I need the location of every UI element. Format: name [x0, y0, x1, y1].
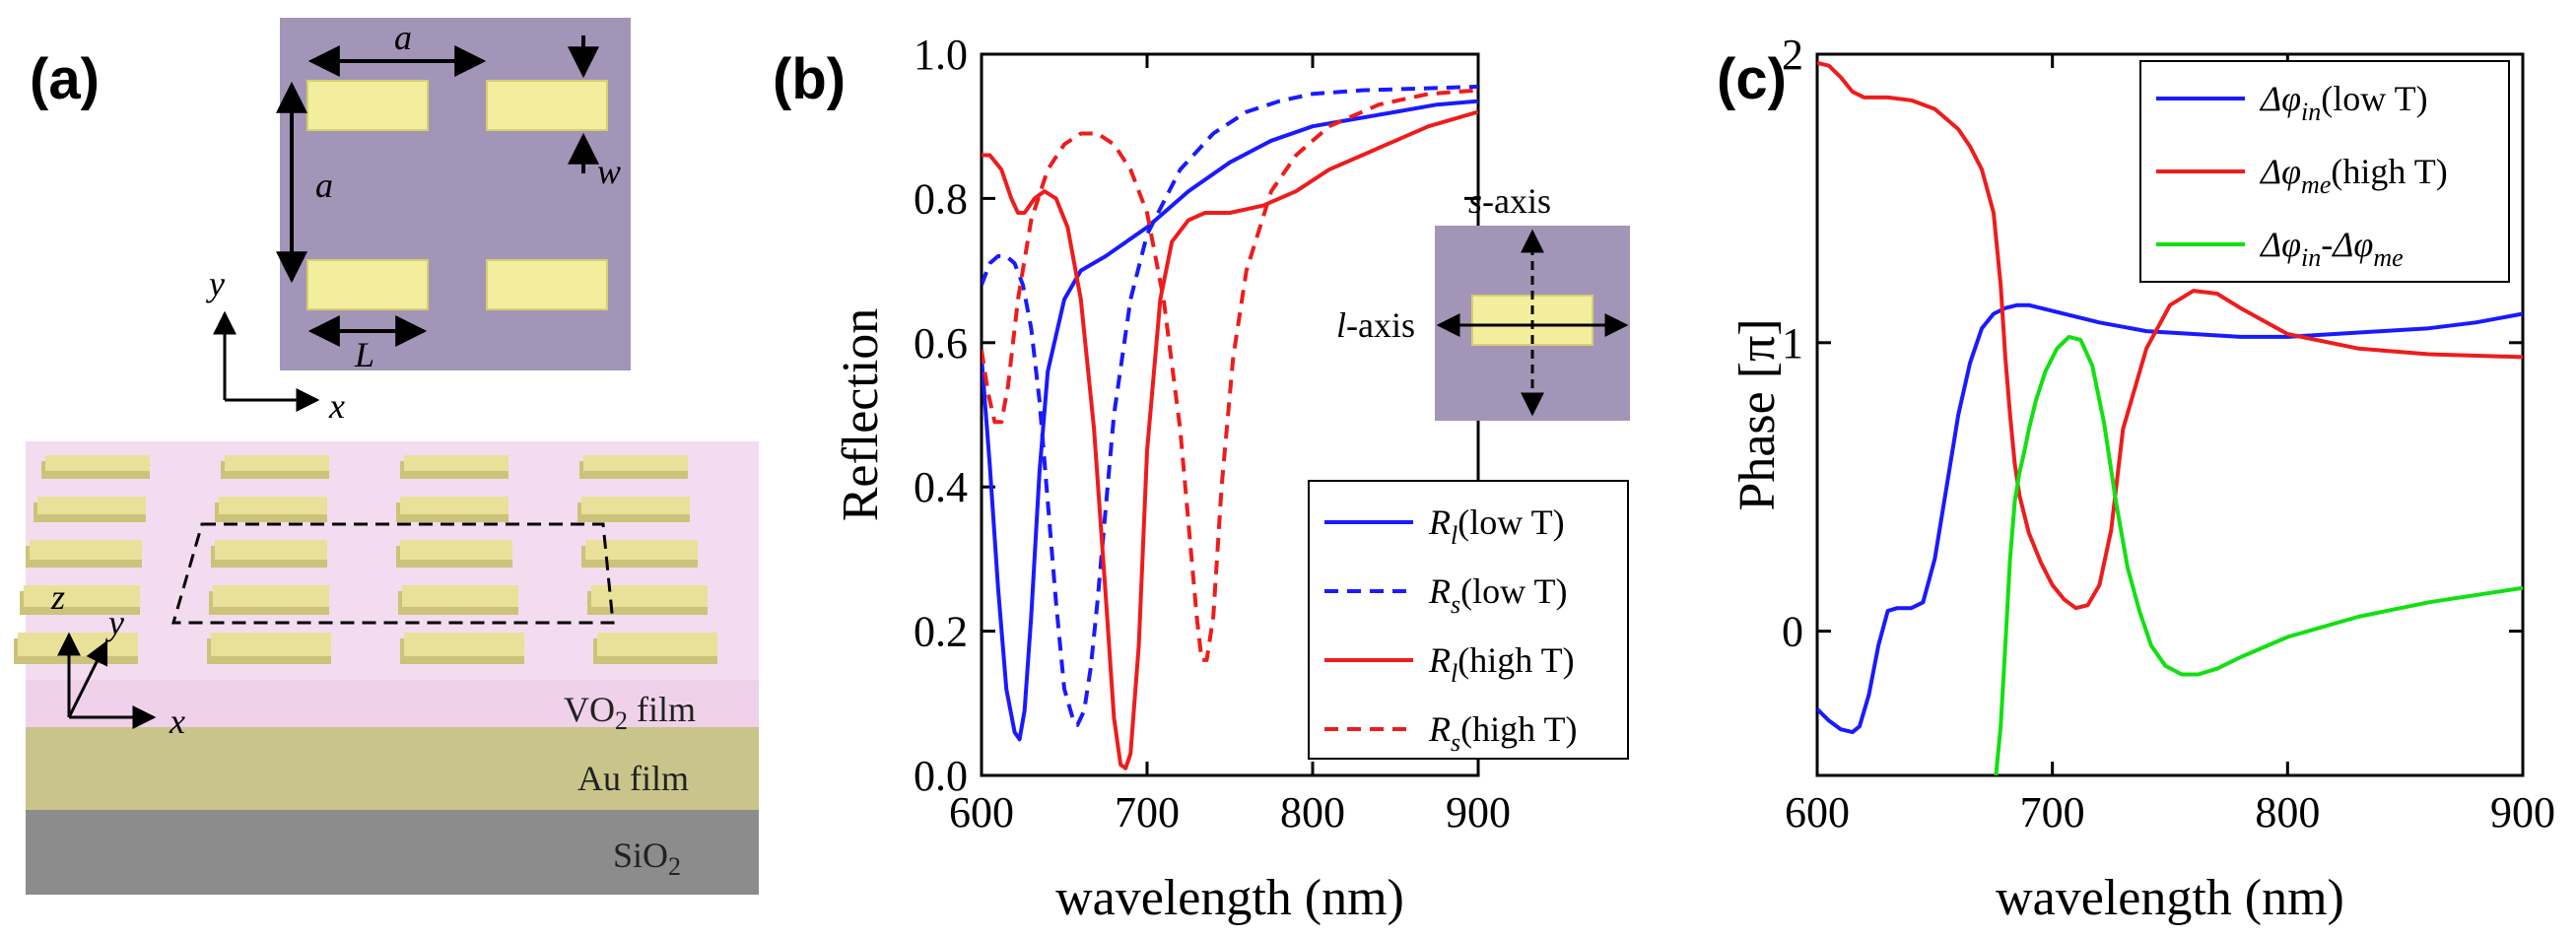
series-line — [1994, 334, 2523, 775]
x-tick-label: 700 — [2020, 788, 2085, 837]
series-line — [982, 88, 1478, 662]
gold-bar — [306, 80, 429, 131]
3d-gold-bar-top — [24, 585, 140, 607]
legend-c: Δφin(low T) Δφme(high T) Δφin-Δφme — [2139, 60, 2510, 283]
ylabel-c: Phase [π] — [1729, 318, 1786, 510]
axis3d-x-label: x — [169, 702, 185, 741]
3d-gold-bar-top — [225, 455, 329, 471]
dim-a-top: a — [394, 18, 412, 57]
y-tick-label: 0.8 — [914, 174, 968, 223]
3d-gold-bar-top — [400, 540, 512, 560]
inset-unit-cell: s-axis l-axis — [1336, 181, 1630, 421]
panel-a: (a) a a w L y x — [14, 18, 759, 895]
panel-b-label: (b) — [773, 47, 846, 111]
legend-box-b — [1308, 480, 1629, 760]
3d-gold-bar-top — [211, 633, 331, 656]
panel-c-label: (c) — [1717, 47, 1787, 111]
3d-gold-bar-top — [597, 633, 717, 656]
y-tick-label: 1.0 — [914, 31, 968, 79]
inset-s-axis-label: s-axis — [1468, 181, 1551, 221]
sio2-layer — [26, 810, 759, 895]
3d-gold-bar-top — [400, 497, 508, 514]
series-line — [1817, 60, 2523, 611]
gold-bar — [486, 80, 608, 131]
vo2-top-surface — [26, 441, 759, 727]
dim-w: w — [597, 152, 621, 191]
legend-entry: Rs(low T) — [1428, 571, 1567, 619]
panel-b: (b) 600 700 800 900 0.0 0.2 0.4 0.6 0.8 1.0 wavel… — [773, 31, 1630, 926]
axis-y-label: y — [206, 264, 225, 303]
3d-gold-bar-top — [404, 455, 508, 471]
legend-items-b: Rl(low T) Rs(low T) Rl(high T) Rs(high T) — [1324, 502, 1577, 757]
dim-L: L — [354, 335, 374, 374]
panel-c: (c) 600 700 800 900 0 1 2 wavelength (nm) Phas… — [1717, 31, 2555, 926]
au-layer — [26, 727, 759, 810]
x-tick-label: 900 — [2490, 788, 2555, 837]
axis3d-y-label: y — [105, 603, 124, 642]
3d-gold-bar-top — [45, 455, 150, 471]
au-film-label: Au film — [577, 759, 689, 798]
legend-items-c: Δφin(low T) Δφme(high T) Δφin-Δφme — [2156, 79, 2448, 272]
3d-gold-bar-top — [404, 633, 524, 656]
ylabel-b: Reflection — [833, 308, 889, 522]
sio2-label: SiO2 — [613, 836, 681, 881]
axis3d-z-label: z — [50, 577, 65, 617]
3d-gold-bar-top — [402, 585, 518, 607]
axis-x-label: x — [328, 386, 345, 426]
3d-gold-bar-top — [583, 455, 688, 471]
gold-bar-array — [14, 455, 717, 664]
legend-entry: Δφin-Δφme — [2259, 225, 2404, 272]
y-tick-label: 1 — [1782, 319, 1803, 368]
y-tick-label: 0.0 — [914, 752, 968, 800]
3d-gold-bar-top — [581, 497, 690, 514]
xlabel-c: wavelength (nm) — [1996, 870, 2344, 926]
legend-entry: Rl(high T) — [1428, 640, 1575, 688]
top-view-unit-cell: a a w L — [276, 18, 631, 374]
y-tick-label: 0 — [1782, 608, 1803, 656]
x-tick-label: 700 — [1115, 788, 1180, 837]
x-tick-label: 900 — [1446, 788, 1511, 837]
x-tick-label: 600 — [1785, 788, 1850, 837]
panel-a-label: (a) — [30, 47, 100, 111]
gold-bar — [486, 259, 608, 310]
y-tick-label: 2 — [1782, 31, 1803, 79]
axes-2d: y x — [206, 264, 345, 426]
dim-a-side: a — [315, 166, 333, 205]
legend-entry: Δφme(high T) — [2259, 152, 2448, 199]
3d-gold-bar-top — [219, 497, 327, 514]
inset-l-axis-label: l-axis — [1336, 305, 1415, 345]
3d-gold-bar-top — [585, 540, 698, 560]
3d-gold-bar-top — [591, 585, 708, 607]
3d-gold-bar-top — [215, 540, 327, 560]
legend-entry: Rs(high T) — [1428, 709, 1577, 757]
series-line — [1817, 302, 2523, 735]
3d-gold-bar-top — [37, 497, 146, 514]
legend-entry: Rl(low T) — [1428, 502, 1565, 550]
unit-cell-outline — [171, 522, 615, 625]
y-tick-label: 0.2 — [914, 608, 968, 656]
x-tick-label: 800 — [1280, 788, 1345, 837]
x-tick-label: 800 — [2255, 788, 2320, 837]
ticks-c: 600 700 800 900 0 1 2 — [1782, 31, 2555, 837]
legend-entry: Δφin(low T) — [2259, 79, 2428, 126]
legend-b: Rl(low T) Rs(low T) Rl(high T) Rs(high T) — [1308, 480, 1629, 760]
series-lines-b — [982, 84, 1478, 770]
series-line — [982, 109, 1478, 770]
3d-gold-bar-top — [30, 540, 142, 560]
device-3d: VO2 film Au film SiO2 z y x — [14, 441, 759, 895]
axis3d-y-arrow — [67, 639, 108, 718]
y-tick-label: 0.4 — [914, 463, 968, 511]
gold-bar — [306, 259, 429, 310]
3d-gold-bar-top — [213, 585, 329, 607]
x-tick-label: 600 — [949, 788, 1014, 837]
series-lines-c — [1817, 60, 2523, 775]
y-tick-label: 0.6 — [914, 319, 968, 368]
xlabel-b: wavelength (nm) — [1055, 870, 1404, 926]
vo2-film-label: VO2 film — [564, 690, 696, 735]
plot-frame-c — [1815, 52, 2525, 777]
